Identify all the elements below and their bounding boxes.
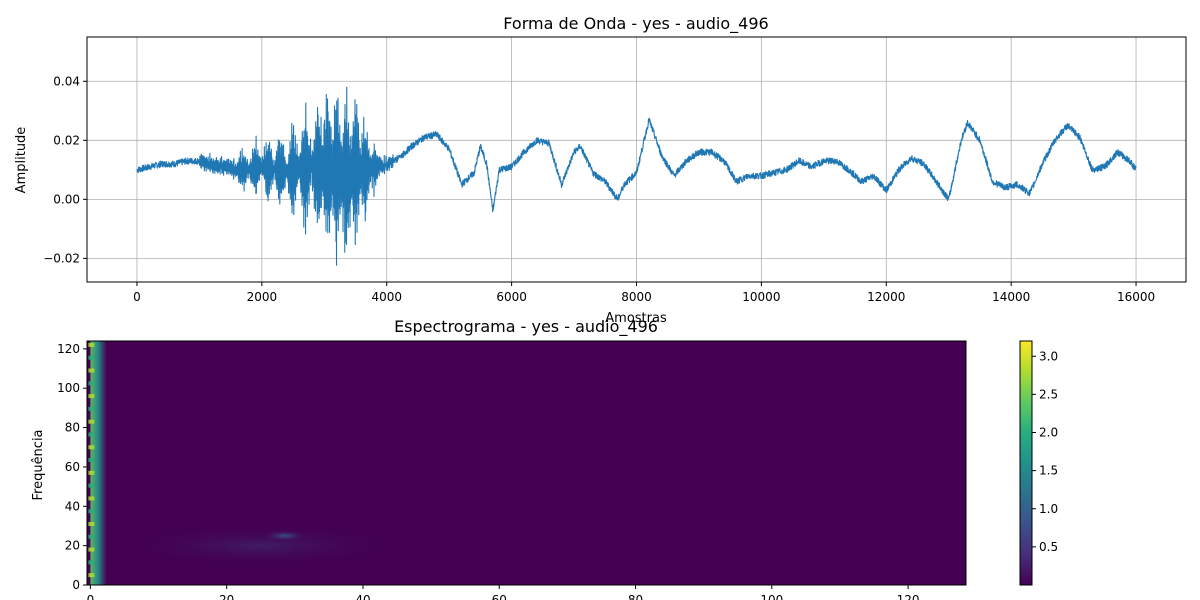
waveform-xtick-label: 4000 bbox=[371, 290, 402, 304]
waveform-chart: Forma de Onda - yes - audio_496 0 2000 400… bbox=[14, 14, 1187, 326]
spectrogram-column-speck bbox=[88, 432, 95, 437]
spectrogram-column-speck bbox=[88, 522, 95, 526]
spectrogram-energy-region bbox=[124, 525, 398, 566]
spectrogram-low-frame-band bbox=[90, 341, 107, 585]
spectrogram-column-speck bbox=[88, 406, 95, 411]
spectrogram-column-speck bbox=[88, 342, 95, 347]
waveform-xtick-label: 12000 bbox=[867, 290, 905, 304]
spectrogram-frame bbox=[86, 340, 967, 586]
colorbar-tick-label: 3.0 bbox=[1039, 349, 1058, 363]
waveform-ytick-label: 0.02 bbox=[53, 133, 80, 147]
spectrogram-ytick-label: 120 bbox=[57, 342, 80, 356]
spectrogram-ytick-label: 0 bbox=[72, 578, 80, 592]
spectrogram-column-speck bbox=[88, 458, 95, 463]
spectrogram-ylabel: Frequência bbox=[31, 429, 46, 500]
colorbar-tick-label: 1.5 bbox=[1039, 464, 1058, 478]
spectrogram-ytick-label: 60 bbox=[65, 460, 80, 474]
waveform-ylabel: Amplitude bbox=[14, 127, 29, 194]
spectrogram-column-speck bbox=[88, 483, 95, 488]
waveform-title: Forma de Onda - yes - audio_496 bbox=[503, 14, 768, 34]
spectrogram-column-speck bbox=[88, 368, 95, 373]
colorbar bbox=[1019, 340, 1033, 586]
waveform-line bbox=[136, 86, 1137, 266]
spectrogram-xtick-label: 80 bbox=[628, 593, 643, 600]
spectrogram-column-speck bbox=[88, 509, 95, 514]
spectrogram-ytick-label: 80 bbox=[65, 421, 80, 435]
spectrogram-xtick-label: 120 bbox=[897, 593, 920, 600]
spectrogram-column-speck bbox=[88, 496, 95, 501]
waveform-ytick-label: 0.00 bbox=[53, 192, 80, 206]
spectrogram-column-speck bbox=[88, 445, 95, 450]
spectrogram-ytick-label: 40 bbox=[65, 499, 80, 513]
waveform-ytick-label: 0.04 bbox=[53, 74, 80, 88]
spectrogram-column-speck bbox=[88, 381, 95, 386]
spectrogram-column-speck bbox=[88, 419, 95, 424]
colorbar-tick-label: 2.5 bbox=[1039, 387, 1058, 401]
colorbar-tick-label: 2.0 bbox=[1039, 426, 1058, 440]
spectrogram-column-speck bbox=[88, 470, 95, 475]
waveform-xtick-label: 10000 bbox=[742, 290, 780, 304]
waveform-ytick-label: −0.02 bbox=[43, 251, 80, 265]
waveform-xtick-label: 8000 bbox=[621, 290, 652, 304]
colorbar-ticks: 0.5 1.0 1.5 2.0 2.5 3.0 bbox=[1032, 349, 1058, 554]
waveform-xtick-label: 2000 bbox=[247, 290, 278, 304]
spectrogram-title: Espectrograma - yes - audio_496 bbox=[394, 317, 658, 337]
waveform-ticks: 0 2000 4000 6000 8000 10000 12000 14000 16000 −0.… bbox=[43, 74, 1155, 304]
colorbar-tick-label: 0.5 bbox=[1039, 540, 1058, 554]
spectrogram-column-speck bbox=[88, 573, 95, 578]
spectrogram-ticks: 0 20 40 60 80 100 120 0 20 40 60 80 100 120 bbox=[57, 342, 919, 600]
waveform-xtick-label: 14000 bbox=[992, 290, 1030, 304]
spectrogram-ytick-label: 20 bbox=[65, 539, 80, 553]
colorbar-tick-label: 1.0 bbox=[1039, 502, 1058, 516]
spectrogram-xtick-label: 60 bbox=[492, 593, 507, 600]
spectrogram-xtick-label: 0 bbox=[87, 593, 95, 600]
spectrogram-column-speck bbox=[88, 547, 95, 552]
spectrogram-column-speck bbox=[88, 355, 95, 360]
spectrogram-xtick-label: 20 bbox=[219, 593, 234, 600]
waveform-series bbox=[136, 86, 1137, 266]
waveform-xtick-label: 0 bbox=[133, 290, 141, 304]
spectrogram-marks bbox=[88, 341, 398, 585]
spectrogram-xtick-label: 100 bbox=[760, 593, 783, 600]
waveform-grid bbox=[87, 37, 1186, 282]
spectrogram-column-speck bbox=[88, 394, 95, 399]
spectrogram-energy-region bbox=[260, 529, 309, 542]
waveform-xtick-label: 16000 bbox=[1117, 290, 1155, 304]
spectrogram-column-speck bbox=[88, 560, 95, 565]
spectrogram-xtick-label: 40 bbox=[355, 593, 370, 600]
spectrogram-chart: Espectrograma - yes - audio_496 0 20 40 60 8… bbox=[31, 317, 1058, 600]
spectrogram-column-speck bbox=[88, 534, 95, 539]
spectrogram-ytick-label: 100 bbox=[57, 381, 80, 395]
waveform-xtick-label: 6000 bbox=[496, 290, 527, 304]
waveform-xlabel: Amostras bbox=[605, 311, 667, 326]
